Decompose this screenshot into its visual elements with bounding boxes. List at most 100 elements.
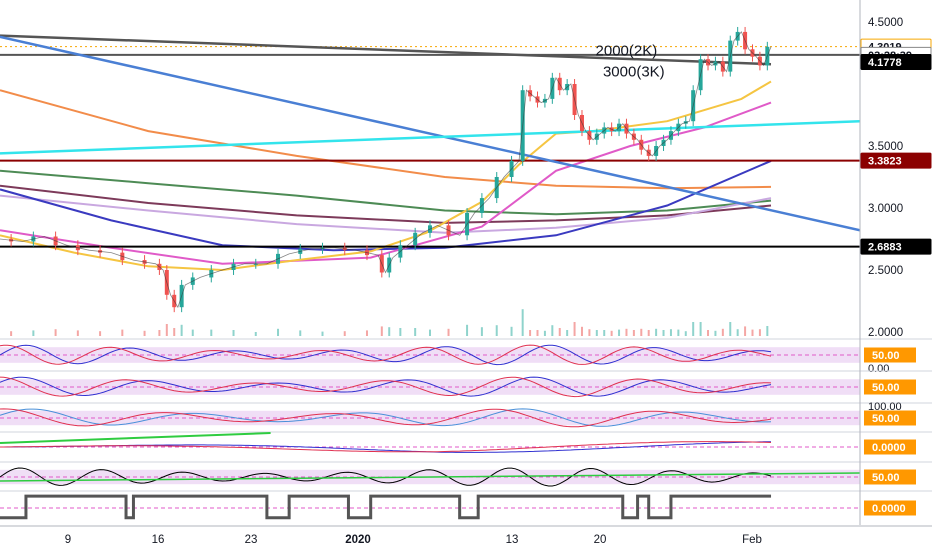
price-axis[interactable]: 4.5000 3.5000 3.0000 2.5000 2.0000 <box>859 0 903 525</box>
volume-bar <box>143 330 146 336</box>
horizontal-levels <box>0 46 860 248</box>
y-tick-label: 3.5000 <box>868 141 903 153</box>
price-line <box>0 26 772 313</box>
volume-bar <box>521 309 524 336</box>
annotations: 2000(2K) 3000(3K) <box>596 42 665 80</box>
volume-bar <box>618 329 621 336</box>
volume-bar <box>480 327 483 336</box>
indicator-panels: 50.000.0050.0050.00100.000.000050.000.00… <box>0 338 932 520</box>
panel-trend-line <box>0 432 271 444</box>
moving-average-line <box>0 169 772 216</box>
volume-bar <box>414 328 417 336</box>
panel-value-tag <box>864 379 916 395</box>
volume-bar <box>603 330 606 336</box>
volume-bar <box>558 328 561 336</box>
volume-bar <box>662 330 665 336</box>
indicator-panel: 50.00 <box>0 461 932 487</box>
indicator-panel: 0.0000 <box>0 490 932 520</box>
panel-value-tag <box>864 347 916 363</box>
volume-bar <box>210 329 213 336</box>
panel-trend-line <box>0 472 861 482</box>
volume-bar <box>699 322 702 336</box>
volume-bar <box>714 330 717 336</box>
panel-extra-label: 0.00 <box>868 363 889 375</box>
volume-bar <box>566 330 569 336</box>
y-tick-label: 4.5000 <box>868 17 903 29</box>
panel-value-tag <box>864 500 916 516</box>
volume-bar <box>99 331 102 336</box>
volume-bar <box>647 330 650 336</box>
volume-bar <box>173 328 176 336</box>
y-tick-label: 2.0000 <box>868 327 903 339</box>
volume-bars <box>10 309 769 336</box>
volume-bar <box>595 330 598 336</box>
panel-series-line <box>0 376 772 398</box>
x-tick-label: 20 <box>594 534 607 546</box>
volume-bar <box>721 328 724 336</box>
volume-bar <box>158 330 161 336</box>
price-tag-level-lower: 2.6883 <box>860 238 932 255</box>
price-tag-level-upper: 4.1778 <box>860 53 932 70</box>
main-price-panel: 2000(2K) 3000(3K) <box>0 26 860 336</box>
volume-bar <box>536 330 539 336</box>
volume-bar <box>729 322 732 336</box>
volume-bar <box>10 331 13 336</box>
volume-bar <box>510 326 513 336</box>
indicator-panel: 50.00 <box>0 370 932 398</box>
indicator-panel: 0.0000 <box>0 431 932 455</box>
volume-bar <box>299 330 302 336</box>
trend-line <box>0 119 860 155</box>
volume-bar <box>380 326 383 336</box>
panel-series-line <box>0 376 772 397</box>
trend-lines <box>0 34 860 232</box>
panel-series-line <box>0 408 772 427</box>
panel-series-line <box>0 441 772 453</box>
panel-value-tag <box>864 439 916 455</box>
volume-bar <box>573 322 576 336</box>
volume-bar <box>632 330 635 336</box>
volume-bar <box>447 328 450 336</box>
volume-bar <box>588 329 591 336</box>
volume-bar <box>669 329 672 336</box>
volume-bar <box>736 329 739 336</box>
trend-line <box>0 35 860 232</box>
volume-bar <box>277 328 280 336</box>
price-tag-level-upper-label: 4.1778 <box>868 57 902 69</box>
annotation-3k-level: 3000(3K) <box>603 64 665 81</box>
volume-bar <box>121 329 124 336</box>
volume-bar <box>365 330 368 336</box>
volume-bar <box>399 328 402 336</box>
price-tag-level-mid-label: 3.3823 <box>868 156 902 168</box>
x-tick-label: 13 <box>506 534 519 546</box>
volume-bar <box>551 325 554 336</box>
panel-value-tag <box>864 410 916 426</box>
panel-value-label: 50.00 <box>872 350 900 362</box>
volume-bar <box>529 330 532 336</box>
moving-average-line <box>0 159 772 252</box>
volume-bar <box>677 329 680 336</box>
volume-bar <box>495 325 498 336</box>
volume-bar <box>388 327 391 336</box>
annotation-2k-level: 2000(2K) <box>596 42 658 59</box>
volume-bar <box>429 329 431 336</box>
panel-extra-label: 100.00 <box>868 401 902 413</box>
volume-bar <box>54 329 57 336</box>
volume-bar <box>180 324 183 336</box>
volume-bar <box>343 331 346 336</box>
time-axis[interactable]: 9 16 23 2020 13 20 Feb <box>0 525 932 546</box>
volume-bar <box>692 322 695 336</box>
volume-bar <box>254 332 257 336</box>
panel-series-line <box>0 408 772 428</box>
y-tick-label: 2.5000 <box>868 265 903 277</box>
x-tick-label: 2020 <box>345 534 371 546</box>
volume-bar <box>232 330 235 336</box>
price-tag-level-mid: 3.3823 <box>860 152 932 169</box>
x-tick-label: 16 <box>152 534 165 546</box>
panel-value-label: 50.00 <box>872 382 900 394</box>
volume-bar <box>321 331 324 336</box>
volume-bar <box>625 328 628 336</box>
price-line-path <box>0 31 772 309</box>
price-tags: 4.3019 03:28:39 4.1778 3.3823 2.6883 <box>860 38 932 255</box>
